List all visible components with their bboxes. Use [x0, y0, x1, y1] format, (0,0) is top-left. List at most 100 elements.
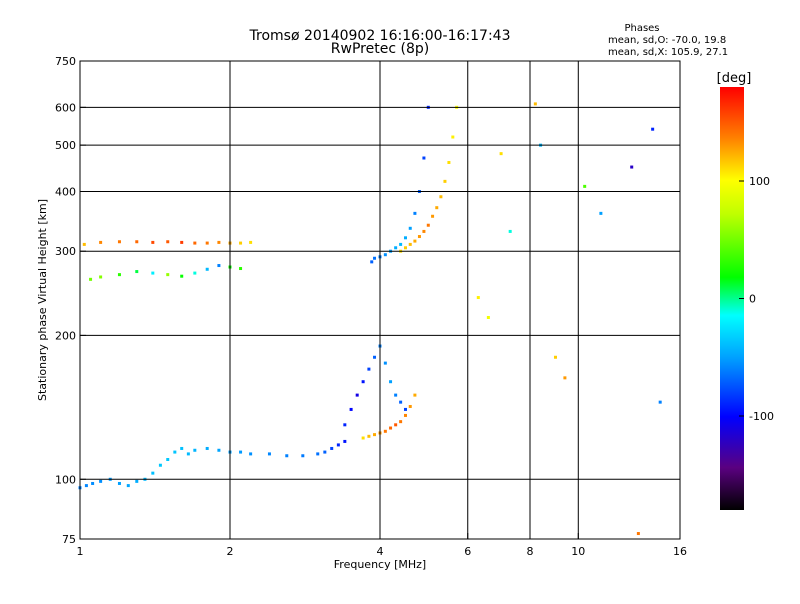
phase-point	[370, 260, 374, 264]
phase-point	[316, 452, 320, 456]
phase-stats-x-mode: mean, sd,X: 105.9, 27.1	[608, 47, 728, 58]
phase-point	[323, 450, 327, 454]
phase-point	[389, 426, 393, 430]
phase-point	[422, 229, 426, 233]
y-axis-title: Stationary phase Virtual Height [km]	[36, 199, 49, 401]
phase-point	[408, 242, 412, 246]
x-axis: 1 2 4 6 8 10 16	[77, 533, 687, 558]
phase-point	[399, 242, 403, 246]
phase-point	[349, 407, 353, 411]
phase-point	[193, 448, 197, 452]
phase-point	[355, 393, 359, 397]
colorbar-tick-label: 100	[749, 175, 770, 188]
phase-point	[361, 436, 365, 440]
phase-point	[151, 240, 155, 244]
x-tick-label: 8	[527, 545, 534, 558]
x-tick-label: 6	[464, 545, 471, 558]
phase-point	[193, 271, 197, 275]
phase-point	[367, 367, 371, 371]
phase-point	[383, 361, 387, 365]
phase-point	[173, 450, 177, 454]
chart-subtitle: RwPretec (8p)	[331, 41, 429, 57]
phase-point	[403, 246, 407, 250]
phase-point	[499, 152, 503, 156]
y-tick-label: 600	[55, 101, 76, 114]
x-axis-title: Frequency [MHz]	[334, 558, 426, 571]
phase-point	[217, 448, 221, 452]
phase-point	[336, 443, 340, 447]
y-tick-label: 100	[55, 473, 76, 486]
phase-point	[383, 429, 387, 433]
phase-point	[158, 463, 162, 467]
phase-stats-heading: Phases	[624, 23, 659, 34]
phase-point	[435, 206, 439, 210]
phase-point	[563, 376, 567, 380]
y-axis: 75 100 200 300 400 500 600 750	[55, 55, 86, 546]
phase-point	[599, 211, 603, 215]
x-tick-label: 2	[227, 545, 234, 558]
phase-point	[151, 471, 155, 475]
phase-point	[193, 241, 197, 245]
phase-point	[267, 452, 271, 456]
colorbar-tick-label: 0	[749, 293, 756, 306]
phase-point	[394, 423, 398, 427]
phase-point	[451, 135, 455, 139]
phase-point	[166, 240, 170, 244]
phase-point	[403, 236, 407, 240]
phase-point	[180, 240, 184, 244]
phase-point	[180, 446, 184, 450]
phase-point	[135, 479, 139, 483]
phase-point	[330, 446, 334, 450]
phase-point	[439, 195, 443, 199]
phase-point	[117, 240, 121, 244]
phase-point	[413, 211, 417, 215]
phase-point	[443, 179, 447, 183]
x-tick-label: 10	[571, 545, 585, 558]
phase-point	[408, 226, 412, 230]
phase-point	[399, 420, 403, 424]
grid-layer	[80, 61, 680, 539]
phase-point	[301, 454, 305, 458]
phase-point	[99, 275, 103, 279]
phase-point	[84, 484, 88, 488]
colorbar: [deg] 100 0 -100	[717, 71, 774, 510]
chart-title: Tromsø 20140902 16:16:00-16:17:43	[249, 28, 511, 44]
phase-point	[91, 481, 95, 485]
phase-point	[447, 160, 451, 164]
phase-point	[343, 423, 347, 427]
phase-point	[367, 434, 371, 438]
y-tick-label: 200	[55, 329, 76, 342]
phase-point	[486, 315, 490, 319]
phase-point	[82, 242, 86, 246]
phase-point	[205, 446, 209, 450]
title-group: Tromsø 20140902 16:16:00-16:17:43 RwPret…	[249, 28, 511, 57]
phase-point	[135, 270, 139, 274]
phase-point	[394, 246, 398, 250]
phase-point	[636, 532, 640, 536]
phase-point	[413, 239, 417, 243]
phase-point	[166, 457, 170, 461]
phase-point	[408, 404, 412, 408]
phase-point	[394, 393, 398, 397]
phase-point	[205, 241, 209, 245]
phase-point	[239, 267, 243, 271]
phase-point	[166, 273, 170, 277]
phase-point	[126, 484, 130, 488]
phase-point	[99, 240, 103, 244]
phase-point	[658, 400, 662, 404]
colorbar-ticks: 100 0 -100	[739, 175, 774, 423]
phase-point	[431, 214, 435, 218]
y-tick-label: 75	[62, 533, 76, 546]
phase-point	[239, 450, 243, 454]
phase-point	[403, 407, 407, 411]
x-tick-label: 1	[77, 545, 84, 558]
phase-point	[89, 277, 93, 281]
phase-stats: Phases mean, sd,O: -70.0, 19.8 mean, sd,…	[608, 23, 728, 58]
phase-point	[249, 452, 253, 456]
phase-point	[373, 355, 377, 359]
phase-point	[373, 256, 377, 260]
phase-point	[217, 240, 221, 244]
phase-point	[413, 393, 417, 397]
